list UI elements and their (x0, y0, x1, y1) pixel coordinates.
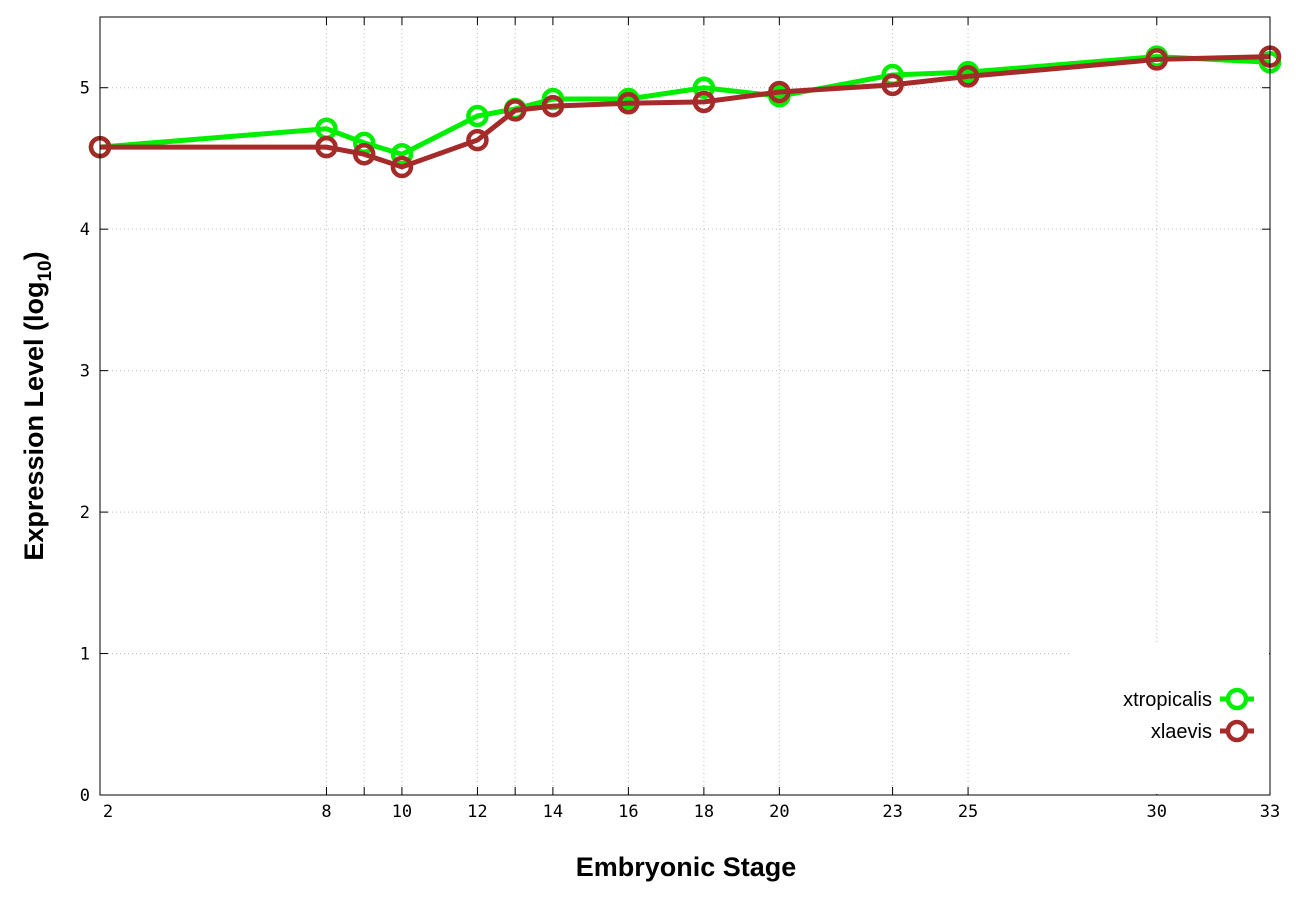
legend-background (1072, 643, 1269, 794)
series-line (99, 54, 1271, 157)
legend-label: xtropicalis (1123, 689, 1212, 711)
x-tick-label: 33 (1260, 802, 1280, 822)
y-axis-label: Expression Level (log10) (19, 251, 56, 560)
series-line (100, 54, 1271, 170)
x-tick-label: 8 (321, 802, 331, 822)
data-point (1145, 48, 1169, 71)
data-point (956, 65, 980, 88)
x-tick-label: 18 (694, 802, 714, 822)
series-group (88, 45, 1282, 179)
y-axis-label-sub: 10 (35, 260, 56, 281)
x-tick-label: 10 (392, 802, 412, 822)
data-point (352, 142, 376, 166)
data-point (692, 76, 716, 99)
legend-swatch-marker (1225, 719, 1249, 743)
y-tick-label: 5 (80, 79, 90, 99)
y-tick-label: 2 (80, 503, 90, 523)
y-tick-label: 3 (80, 362, 90, 382)
data-point (881, 73, 904, 97)
data-point (503, 99, 527, 122)
plot-frame (99, 16, 1271, 796)
data-point (541, 94, 565, 118)
x-tick-label: 16 (618, 802, 638, 822)
y-axis-label-end: ) (19, 251, 49, 260)
legend-label: xlaevis (1151, 721, 1212, 743)
x-tick-label: 20 (769, 802, 789, 822)
legend: xtropicalis xlaevis (1123, 687, 1254, 743)
data-point (466, 104, 489, 128)
data-point (315, 135, 338, 159)
data-point (617, 92, 640, 115)
x-tick-label: 23 (882, 802, 902, 822)
x-tick-label: 2 (103, 802, 113, 822)
series-xlaevis (88, 45, 1282, 179)
y-tick-label: 0 (80, 786, 90, 806)
data-point (390, 155, 414, 179)
x-tick-label: 12 (467, 802, 487, 822)
x-tick-label: 25 (958, 802, 978, 822)
legend-swatch-marker (1225, 687, 1249, 711)
data-point (390, 142, 414, 166)
y-tick-label: 1 (80, 645, 90, 665)
data-point (768, 80, 791, 104)
data-point (466, 128, 489, 152)
y-tick-label: 4 (80, 220, 90, 240)
x-tick-label: 30 (1147, 802, 1167, 822)
data-point (692, 90, 716, 114)
x-axis-label: Embryonic Stage (576, 852, 797, 882)
x-tick-label: 14 (543, 802, 563, 822)
y-axis-label-main: Expression Level (log (19, 282, 49, 561)
